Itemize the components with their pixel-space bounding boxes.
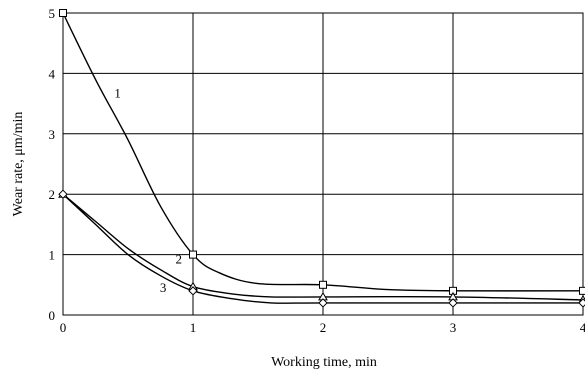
marker-series-1 bbox=[189, 250, 197, 259]
marker-series-1 bbox=[319, 280, 327, 289]
y-tick-label: 3 bbox=[49, 127, 56, 142]
series-line-2 bbox=[62, 193, 584, 301]
y-tick-label: 5 bbox=[49, 6, 56, 21]
marker-series-3 bbox=[318, 298, 328, 308]
marker-series-3 bbox=[58, 189, 68, 199]
marker-series-3 bbox=[448, 298, 458, 308]
x-tick-label: 1 bbox=[190, 320, 197, 335]
marker-series-1 bbox=[579, 286, 585, 295]
axes bbox=[62, 12, 584, 316]
curve-label-3: 3 bbox=[160, 280, 167, 295]
x-tick-label: 3 bbox=[450, 320, 457, 335]
marker-series-3 bbox=[578, 298, 585, 308]
curve-label-2: 2 bbox=[175, 252, 182, 267]
plot-frame bbox=[62, 12, 584, 316]
series-group bbox=[62, 12, 584, 304]
curve-labels: 1 23 bbox=[114, 86, 182, 295]
marker-series-1 bbox=[59, 9, 67, 17]
y-tick-label: 0 bbox=[49, 308, 56, 323]
curve-label-1: 1 bbox=[114, 86, 121, 101]
y-tick-label: 1 bbox=[49, 248, 56, 263]
series-line-3 bbox=[62, 193, 583, 304]
x-tick-label: 2 bbox=[320, 320, 327, 335]
markers-group bbox=[58, 9, 585, 308]
y-tick-label: 4 bbox=[49, 66, 56, 81]
x-tick-label: 0 bbox=[60, 320, 67, 335]
marker-series-3 bbox=[188, 286, 198, 296]
series-line-1 bbox=[62, 12, 584, 292]
grid bbox=[62, 12, 584, 316]
x-axis-label: Working time, min bbox=[271, 355, 377, 370]
y-tick-label: 2 bbox=[49, 187, 56, 202]
x-tick-label: 4 bbox=[580, 320, 585, 335]
y-axis-label: Wear rate, μm/min bbox=[11, 112, 26, 217]
